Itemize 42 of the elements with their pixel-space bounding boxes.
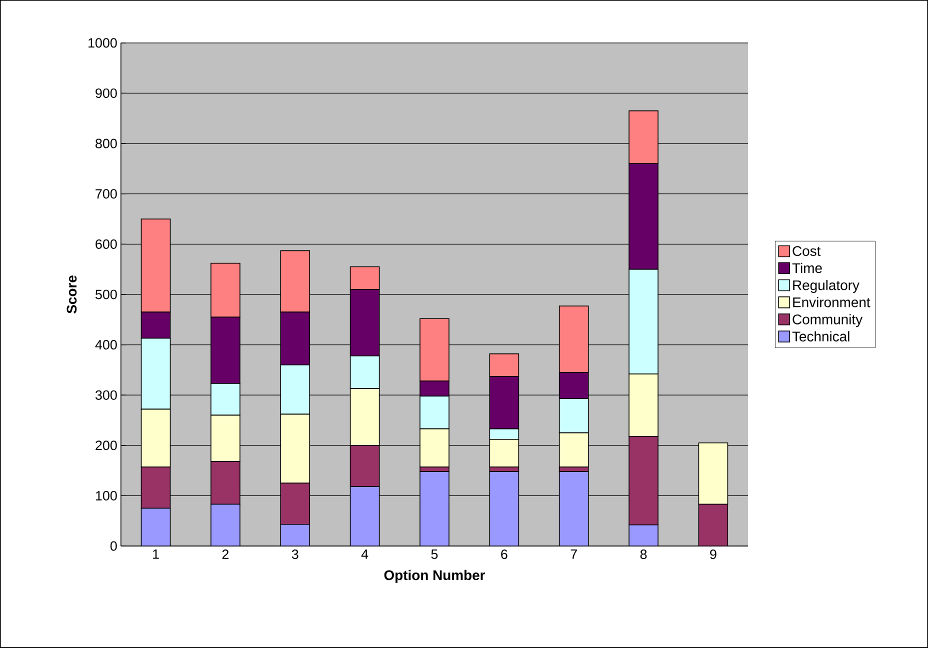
legend-label: Time — [792, 262, 822, 274]
bar — [698, 504, 728, 546]
y-tick-label: 800 — [96, 138, 117, 148]
y-axis-title: Score — [66, 276, 77, 314]
x-tick-label: 2 — [222, 550, 229, 559]
legend-label: Environment — [793, 297, 870, 308]
bar — [490, 472, 519, 546]
bar — [280, 482, 310, 525]
x-tick-label: 3 — [292, 550, 298, 560]
x-axis-title: Option Number — [384, 570, 486, 583]
y-tick-label: 900 — [96, 88, 117, 98]
bar — [350, 486, 380, 546]
y-tick-label: 0 — [110, 541, 117, 551]
x-tick-label: 6 — [501, 550, 508, 560]
x-tick-label: 4 — [361, 550, 368, 559]
bar — [210, 461, 240, 505]
legend-label: Technical — [792, 331, 850, 342]
legend-label: Cost — [792, 246, 821, 256]
legend-label: Regulatory — [793, 280, 860, 293]
bar — [628, 524, 658, 546]
legend-label: Community — [792, 314, 863, 328]
y-tick-label: 700 — [96, 189, 117, 199]
x-tick-label: 5 — [431, 550, 438, 559]
x-tick-label: 7 — [570, 550, 577, 559]
x-tick-label: 9 — [710, 550, 716, 560]
bar — [280, 524, 310, 546]
bar — [210, 504, 240, 546]
bar — [420, 472, 449, 546]
y-tick-label: 100 — [96, 490, 117, 500]
x-tick-label: 1 — [153, 550, 159, 559]
bar — [141, 508, 170, 546]
y-tick-label: 600 — [96, 239, 117, 249]
bar — [628, 436, 658, 526]
y-tick-label: 200 — [96, 440, 117, 450]
y-tick-label: 500 — [95, 290, 117, 300]
bar — [350, 445, 380, 488]
y-tick-label: 400 — [95, 340, 117, 350]
bar — [140, 466, 171, 509]
y-tick-label: 300 — [95, 390, 117, 400]
bar — [559, 472, 588, 546]
y-tick-label: 1000 — [88, 38, 117, 48]
x-tick-label: 8 — [640, 550, 647, 560]
